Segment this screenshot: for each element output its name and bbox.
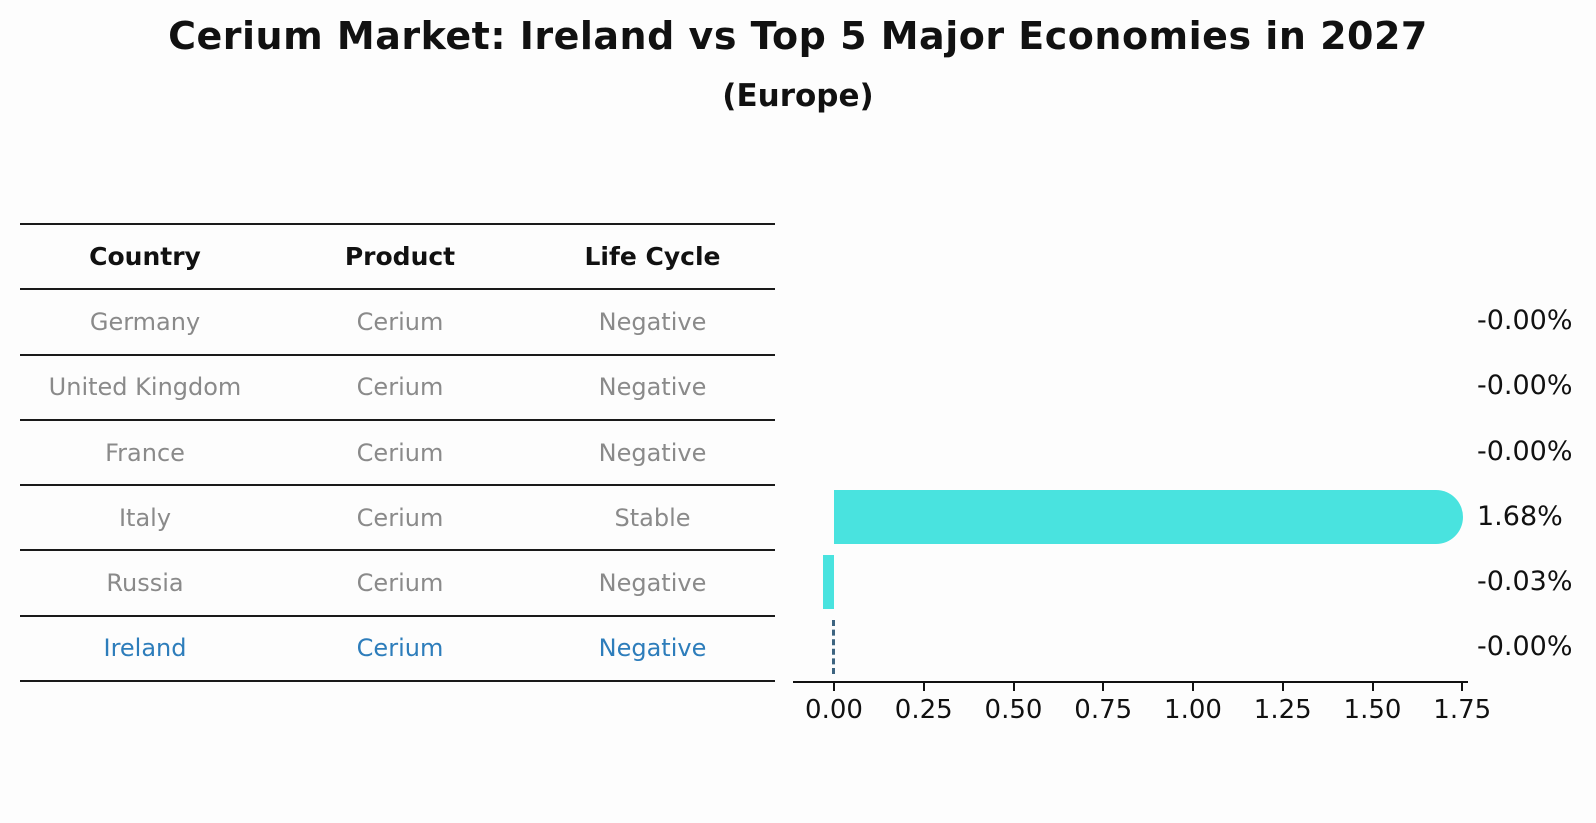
table-cell: Cerium bbox=[356, 438, 444, 467]
table-cell: Stable bbox=[614, 503, 691, 532]
value-label: 1.68% bbox=[1477, 500, 1563, 532]
table-header-row: Country Product Life Cycle bbox=[20, 225, 775, 291]
table-cell: Cerium bbox=[356, 569, 444, 598]
highlight-dashed-line bbox=[832, 620, 835, 675]
table-cell: Cerium bbox=[356, 634, 444, 663]
table-row: Germany Cerium Negative bbox=[20, 290, 775, 356]
table-row: Italy Cerium Stable bbox=[20, 486, 775, 552]
x-tick-mark bbox=[833, 683, 835, 691]
value-label: -0.00% bbox=[1477, 631, 1573, 663]
table-cell: Negative bbox=[598, 307, 707, 336]
table-cell: Germany bbox=[89, 307, 201, 336]
table-row: Russia Cerium Negative bbox=[20, 551, 775, 617]
bar-italy bbox=[834, 489, 1464, 544]
x-tick-mark bbox=[1192, 683, 1194, 691]
value-label: -0.00% bbox=[1477, 304, 1573, 336]
table-cell: Cerium bbox=[356, 307, 444, 336]
x-tick-label: 0.00 bbox=[805, 695, 863, 725]
value-label: -0.00% bbox=[1477, 435, 1573, 467]
value-label: -0.03% bbox=[1477, 566, 1573, 598]
x-tick-label: 1.25 bbox=[1253, 695, 1312, 725]
x-tick-label: 1.75 bbox=[1433, 695, 1492, 725]
table-cell: Cerium bbox=[356, 373, 444, 402]
table-header-cell: Life Cycle bbox=[584, 242, 721, 272]
x-tick-label: 0.50 bbox=[984, 695, 1043, 725]
x-tick-mark bbox=[1371, 683, 1374, 691]
x-tick-mark bbox=[1012, 683, 1015, 691]
table-cell: Ireland bbox=[103, 634, 187, 663]
x-axis-line bbox=[793, 681, 1468, 683]
table-cell: Cerium bbox=[356, 503, 444, 532]
x-tick-mark bbox=[1461, 683, 1464, 691]
table-cell: Russia bbox=[106, 569, 184, 598]
table-header-cell: Product bbox=[344, 242, 456, 272]
table-cell: Negative bbox=[598, 634, 707, 663]
value-label: -0.00% bbox=[1477, 370, 1573, 402]
table-cell: Italy bbox=[118, 503, 172, 532]
x-tick-label: 0.25 bbox=[894, 695, 953, 725]
chart-subtitle: (Europe) bbox=[722, 78, 874, 114]
table-cell: France bbox=[105, 438, 185, 467]
x-tick-mark bbox=[922, 683, 925, 691]
table-cell: Negative bbox=[598, 569, 707, 598]
x-tick-mark bbox=[1281, 683, 1284, 691]
bar-russia bbox=[823, 555, 834, 610]
chart-title: Cerium Market: Ireland vs Top 5 Major Ec… bbox=[168, 14, 1428, 58]
table-cell: Negative bbox=[598, 438, 707, 467]
x-tick-label: 1.50 bbox=[1343, 695, 1402, 725]
table-cell: Negative bbox=[598, 373, 707, 402]
x-tick-mark bbox=[1102, 683, 1105, 691]
x-tick-label: 0.75 bbox=[1074, 695, 1133, 725]
x-tick-label: 1.00 bbox=[1164, 695, 1222, 725]
table-row: France Cerium Negative bbox=[20, 421, 775, 487]
table-cell: United Kingdom bbox=[48, 373, 242, 402]
table-header-cell: Country bbox=[89, 242, 201, 272]
table-row: United Kingdom Cerium Negative bbox=[20, 356, 775, 421]
country-table: Country Product Life Cycle Germany Cerium Neg… bbox=[20, 223, 775, 683]
table-row: Ireland Cerium Negative bbox=[20, 617, 775, 683]
